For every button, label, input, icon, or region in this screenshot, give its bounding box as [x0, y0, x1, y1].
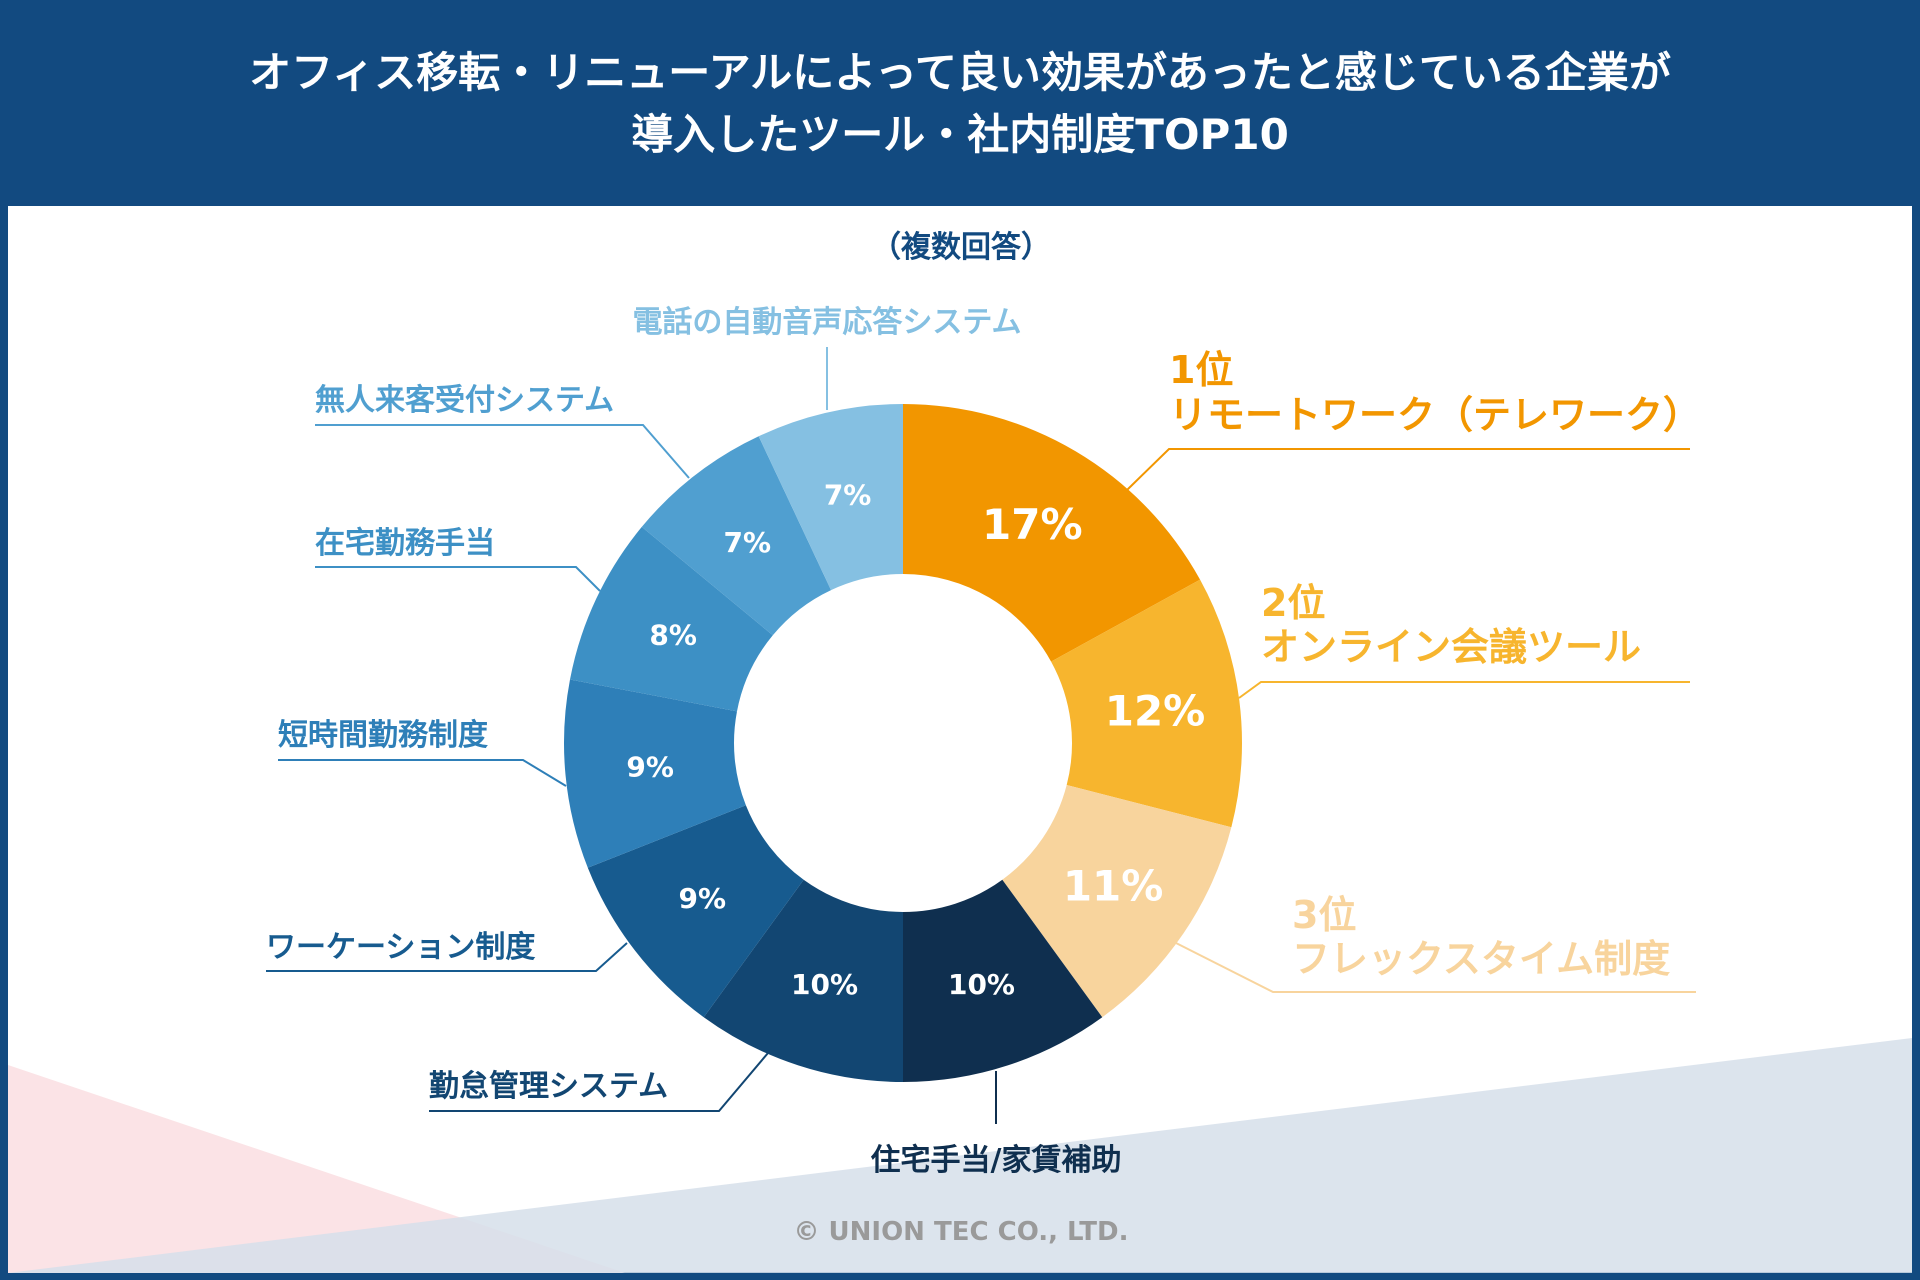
category-label: 在宅勤務手当	[315, 526, 495, 561]
category-label: 無人来客受付システム	[315, 383, 614, 418]
rank-label: 3位	[1292, 893, 1356, 937]
slice-value-label: 10%	[791, 968, 858, 1001]
slice-value-label: 9%	[626, 750, 674, 783]
category-label: オンライン会議ツール	[1261, 625, 1641, 669]
leader-line	[278, 759, 567, 787]
slice-value-label: 7%	[724, 526, 772, 559]
leader-line	[266, 942, 628, 972]
slice-value-label: 7%	[824, 479, 872, 512]
slice-value-label: 8%	[649, 618, 697, 651]
donut-slice-9	[641, 436, 832, 636]
chart-title-line2: 導入したツール・社内制度TOP10	[631, 110, 1289, 159]
category-label: ワーケーション制度	[266, 930, 535, 965]
rank-label: 1位	[1169, 348, 1233, 392]
donut-slice-1	[903, 404, 1201, 662]
leader-line	[1126, 448, 1690, 491]
category-label: 短時間勤務制度	[278, 718, 488, 753]
donut-slice-3	[1002, 785, 1232, 1018]
leader-line	[429, 1052, 769, 1112]
rank-label: 2位	[1261, 581, 1325, 625]
leader-line	[315, 424, 690, 479]
category-label: フレックスタイム制度	[1292, 937, 1670, 981]
donut-slice-8	[570, 526, 773, 712]
category-label: リモートワーク（テレワーク）	[1169, 393, 1701, 437]
donut-slice-5	[703, 879, 903, 1082]
donut-slice-6	[587, 805, 804, 1018]
chart-title-line1: オフィス移転・リニューアルによって良い効果があったと感じている企業が	[249, 48, 1671, 97]
leader-line	[315, 566, 601, 592]
leader-line	[1238, 681, 1690, 699]
donut-slice-2	[1051, 579, 1242, 828]
slice-value-label: 9%	[679, 882, 727, 915]
category-label: 住宅手当/家賃補助	[871, 1143, 1122, 1178]
copyright: © UNION TEC CO., LTD.	[793, 1217, 1128, 1247]
decor-blue-shape	[8, 1038, 1912, 1273]
slice-value-label: 17%	[982, 500, 1083, 549]
donut-slice-10	[758, 404, 903, 591]
slice-value-label: 11%	[1063, 861, 1164, 910]
leader-line	[1175, 942, 1696, 993]
header-banner: オフィス移転・リニューアルによって良い効果があったと感じている企業が 導入したツ…	[0, 0, 1920, 206]
slice-value-label: 10%	[948, 968, 1015, 1001]
chart-subtitle: （複数回答）	[871, 230, 1051, 265]
donut-slice-7	[564, 679, 746, 868]
donut-slice-4	[903, 879, 1103, 1082]
slice-value-label: 12%	[1105, 687, 1206, 736]
category-label: 勤怠管理システム	[429, 1069, 668, 1104]
category-label: 電話の自動音声応答システム	[632, 305, 1021, 340]
